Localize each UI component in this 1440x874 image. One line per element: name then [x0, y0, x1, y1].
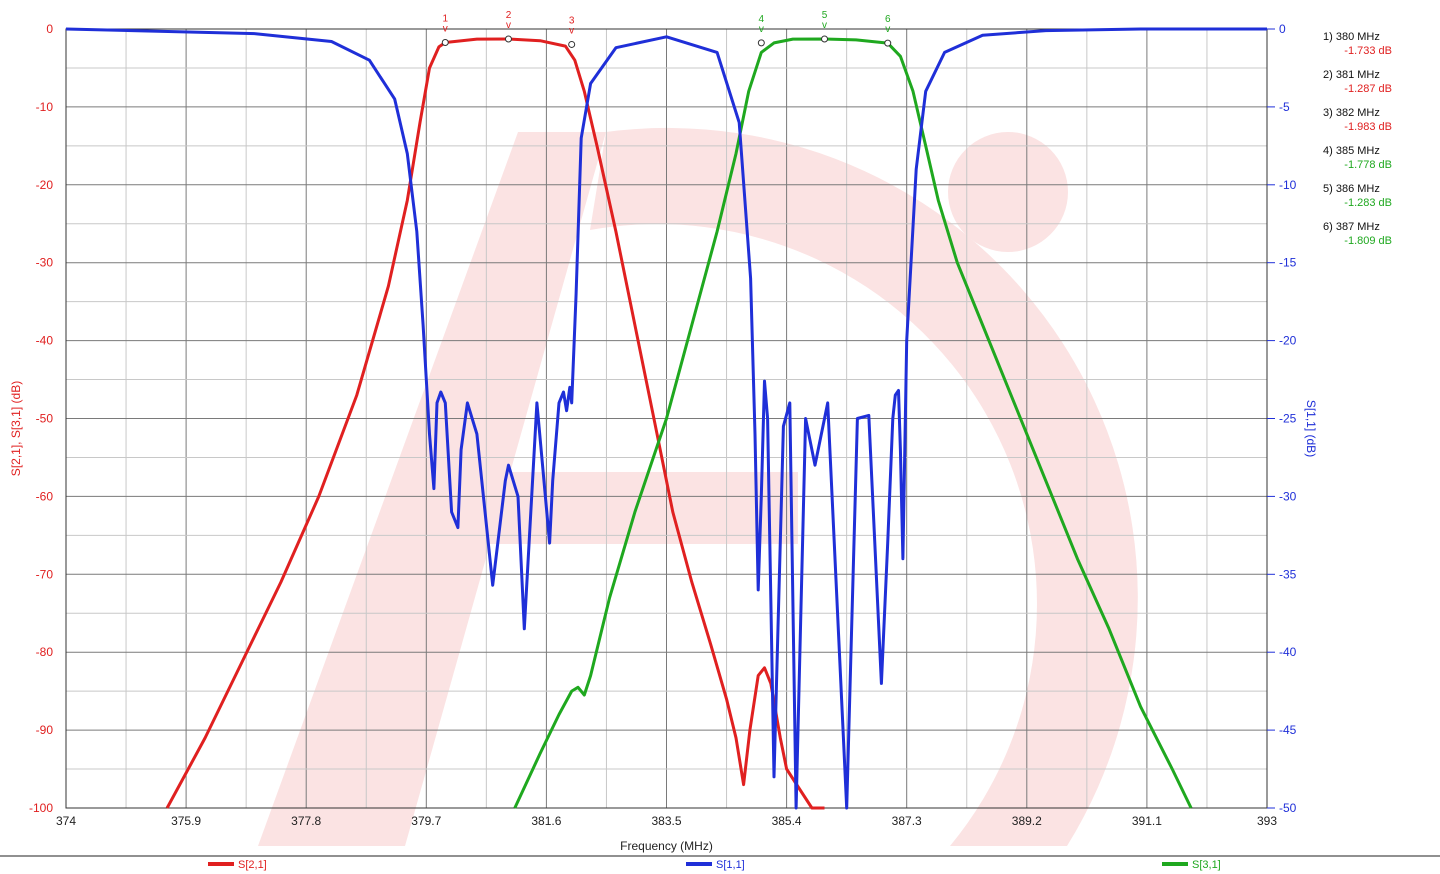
left-y-tick-label: -30: [36, 256, 54, 270]
x-axis-label: Frequency (MHz): [620, 839, 713, 853]
left-y-tick-label: -10: [36, 100, 54, 114]
right-y-tick-label: 0: [1279, 22, 1286, 36]
marker-readout-value: -1.809 dB: [1344, 235, 1392, 247]
marker-id: 3: [569, 15, 575, 26]
x-tick-label: 383.5: [651, 814, 681, 828]
series-line-s11: [65, 27, 1267, 810]
marker-readout-title: 2) 381 MHz: [1323, 69, 1380, 81]
marker-readout-value: -1.983 dB: [1344, 121, 1392, 133]
left-y-tick-label: -100: [29, 801, 53, 815]
right-y-tick-label: -10: [1279, 178, 1297, 192]
marker-readout-title: 3) 382 MHz: [1323, 107, 1380, 119]
series-lines: [65, 27, 1267, 810]
right-axis-ticks: 0 -5 -10 -15 -20 -25 -30 -35 -40 -45 -50: [1267, 22, 1297, 815]
marker-id: 1: [442, 14, 448, 25]
right-y-tick-label: -5: [1279, 100, 1290, 114]
watermark-crossbar: [468, 472, 798, 544]
watermark-dot: [948, 132, 1068, 252]
marker-readout-title: 5) 386 MHz: [1323, 183, 1380, 195]
left-axis-ticks: 0 -10 -20 -30 -40 -50 -60 -70 -80 -90 -100: [29, 22, 53, 815]
series-line-s31: [513, 37, 1193, 809]
marker-readout-value: -1.733 dB: [1344, 45, 1392, 57]
legend: S[2,1] S[1,1] S[3,1]: [208, 859, 1221, 871]
right-y-tick-label: -45: [1279, 723, 1297, 737]
marker-caret: v: [506, 20, 511, 31]
marker-readout-value: -1.778 dB: [1344, 159, 1392, 171]
marker-caret: v: [759, 24, 764, 35]
marker-caret: v: [443, 24, 448, 35]
marker-readout-value: -1.287 dB: [1344, 83, 1392, 95]
legend-entry: S[2,1]: [238, 859, 267, 871]
right-y-tick-label: -40: [1279, 645, 1297, 659]
marker-readout-title: 1) 380 MHz: [1323, 31, 1380, 43]
marker-point: [504, 35, 512, 43]
marker-point: [757, 39, 765, 47]
marker-readout-title: 6) 387 MHz: [1323, 221, 1380, 233]
x-tick-label: 385.4: [772, 814, 802, 828]
right-y-tick-label: -20: [1279, 334, 1297, 348]
watermark-stroke-left: [258, 132, 606, 846]
legend-entry: S[3,1]: [1192, 859, 1221, 871]
marker-point: [884, 39, 892, 47]
right-y-tick-label: -15: [1279, 256, 1297, 270]
x-tick-label: 377.8: [291, 814, 321, 828]
series-line-s21: [165, 37, 825, 810]
right-y-tick-label: -50: [1279, 801, 1297, 815]
left-y-tick-label: -80: [36, 645, 54, 659]
marker-caret: v: [569, 25, 574, 36]
right-axis-label: S[1,1] (dB): [1304, 400, 1318, 457]
x-axis-ticks: 374 375.9 377.8 379.7 381.6 383.5 385.4 387.3 38…: [56, 814, 1277, 828]
x-tick-label: 375.9: [171, 814, 201, 828]
left-y-tick-label: -20: [36, 178, 54, 192]
left-y-tick-label: -60: [36, 489, 54, 503]
left-y-tick-label: 0: [46, 22, 53, 36]
left-y-tick-label: -50: [36, 412, 54, 426]
x-tick-label: 391.1: [1132, 814, 1162, 828]
x-tick-label: 393: [1257, 814, 1277, 828]
left-axis-label: S[2,1], S[3,1] (dB): [9, 381, 23, 476]
marker-readout: 1) 380 MHz -1.733 dB 2) 381 MHz -1.287 dB 3)…: [1323, 31, 1392, 247]
marker-id: 4: [759, 14, 765, 25]
left-y-tick-label: -40: [36, 334, 54, 348]
watermark-arc: [590, 127, 1138, 846]
marker-id: 2: [506, 10, 512, 21]
watermark-logo: [258, 127, 1138, 846]
left-y-tick-label: -70: [36, 567, 54, 581]
marker-id: 5: [822, 10, 828, 21]
x-tick-label: 387.3: [892, 814, 922, 828]
marker-caret: v: [885, 24, 890, 35]
right-y-tick-label: -35: [1279, 567, 1297, 581]
legend-entry: S[1,1]: [716, 859, 745, 871]
marker-id: 6: [885, 14, 891, 25]
left-y-tick-label: -90: [36, 723, 54, 737]
x-tick-label: 381.6: [531, 814, 561, 828]
right-y-tick-label: -25: [1279, 412, 1297, 426]
marker-point: [568, 40, 576, 48]
right-y-tick-label: -30: [1279, 489, 1297, 503]
marker-caret: v: [822, 20, 827, 31]
marker-point: [821, 35, 829, 43]
marker-readout-value: -1.283 dB: [1344, 197, 1392, 209]
x-tick-label: 374: [56, 814, 76, 828]
x-tick-label: 389.2: [1012, 814, 1042, 828]
x-tick-label: 379.7: [411, 814, 441, 828]
marker-point: [441, 39, 449, 47]
marker-readout-title: 4) 385 MHz: [1323, 145, 1380, 157]
